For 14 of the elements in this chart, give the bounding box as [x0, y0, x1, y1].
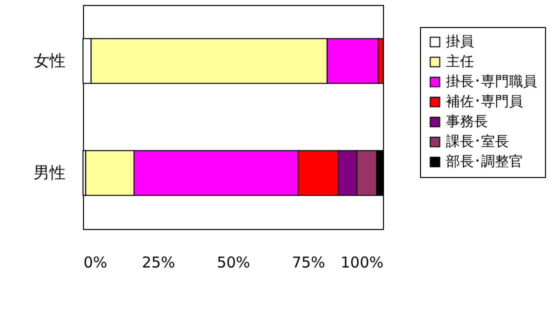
legend-label: 補佐･専門員: [446, 94, 523, 110]
y-tick-label: 女性: [34, 51, 66, 70]
legend-label: 主任: [446, 54, 474, 70]
legend-label: 課長･室長: [446, 134, 509, 150]
x-tick-label: 25%: [142, 254, 176, 272]
legend-label: 掛長･専門職員: [446, 74, 537, 90]
x-tick-label: 0%: [84, 254, 108, 272]
x-tick-label: 50%: [216, 254, 250, 272]
x-tick-label: 75%: [292, 254, 326, 272]
legend-label: 掛員: [446, 34, 474, 50]
legend-label: 事務長: [446, 114, 488, 130]
y-tick-label: 男性: [34, 163, 66, 182]
legend-label: 部長･調整官: [446, 154, 523, 170]
x-tick-label: 100%: [340, 254, 384, 272]
